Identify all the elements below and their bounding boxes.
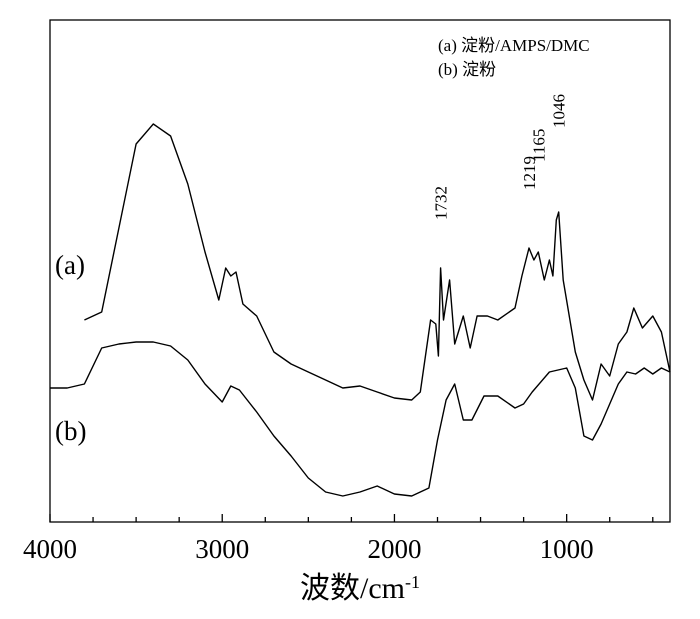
peak-label-1046: 1046 (550, 94, 569, 128)
curve-tag-b: (b) (55, 416, 86, 446)
peak-label-1219: 1219 (520, 156, 539, 190)
legend-entry-a: (a) 淀粉/AMPS/DMC (438, 36, 590, 55)
x-ticks: 4000 3000 2000 1000 (23, 514, 654, 564)
x-tick-label: 1000 (540, 534, 594, 564)
series-line-a (84, 123, 671, 401)
x-axis-label-superscript: -1 (405, 572, 420, 592)
x-axis-label-main: 波数/cm (300, 572, 405, 605)
series-line-b (50, 341, 671, 497)
legend-entry-b: (b) 淀粉 (438, 60, 496, 79)
x-tick-label: 2000 (367, 534, 421, 564)
series-group: (a) (b) (50, 123, 671, 497)
peak-label-1165: 1165 (529, 129, 548, 162)
curve-tag-a: (a) (55, 250, 85, 280)
x-axis-label: 波数/cm-1 (300, 572, 420, 605)
x-tick-label: 3000 (195, 534, 249, 564)
x-tick-label: 4000 (23, 534, 77, 564)
plot-frame (49, 19, 671, 523)
legend: (a) 淀粉/AMPS/DMC (b) 淀粉 (438, 36, 590, 79)
peak-label-1732: 1732 (432, 186, 451, 220)
